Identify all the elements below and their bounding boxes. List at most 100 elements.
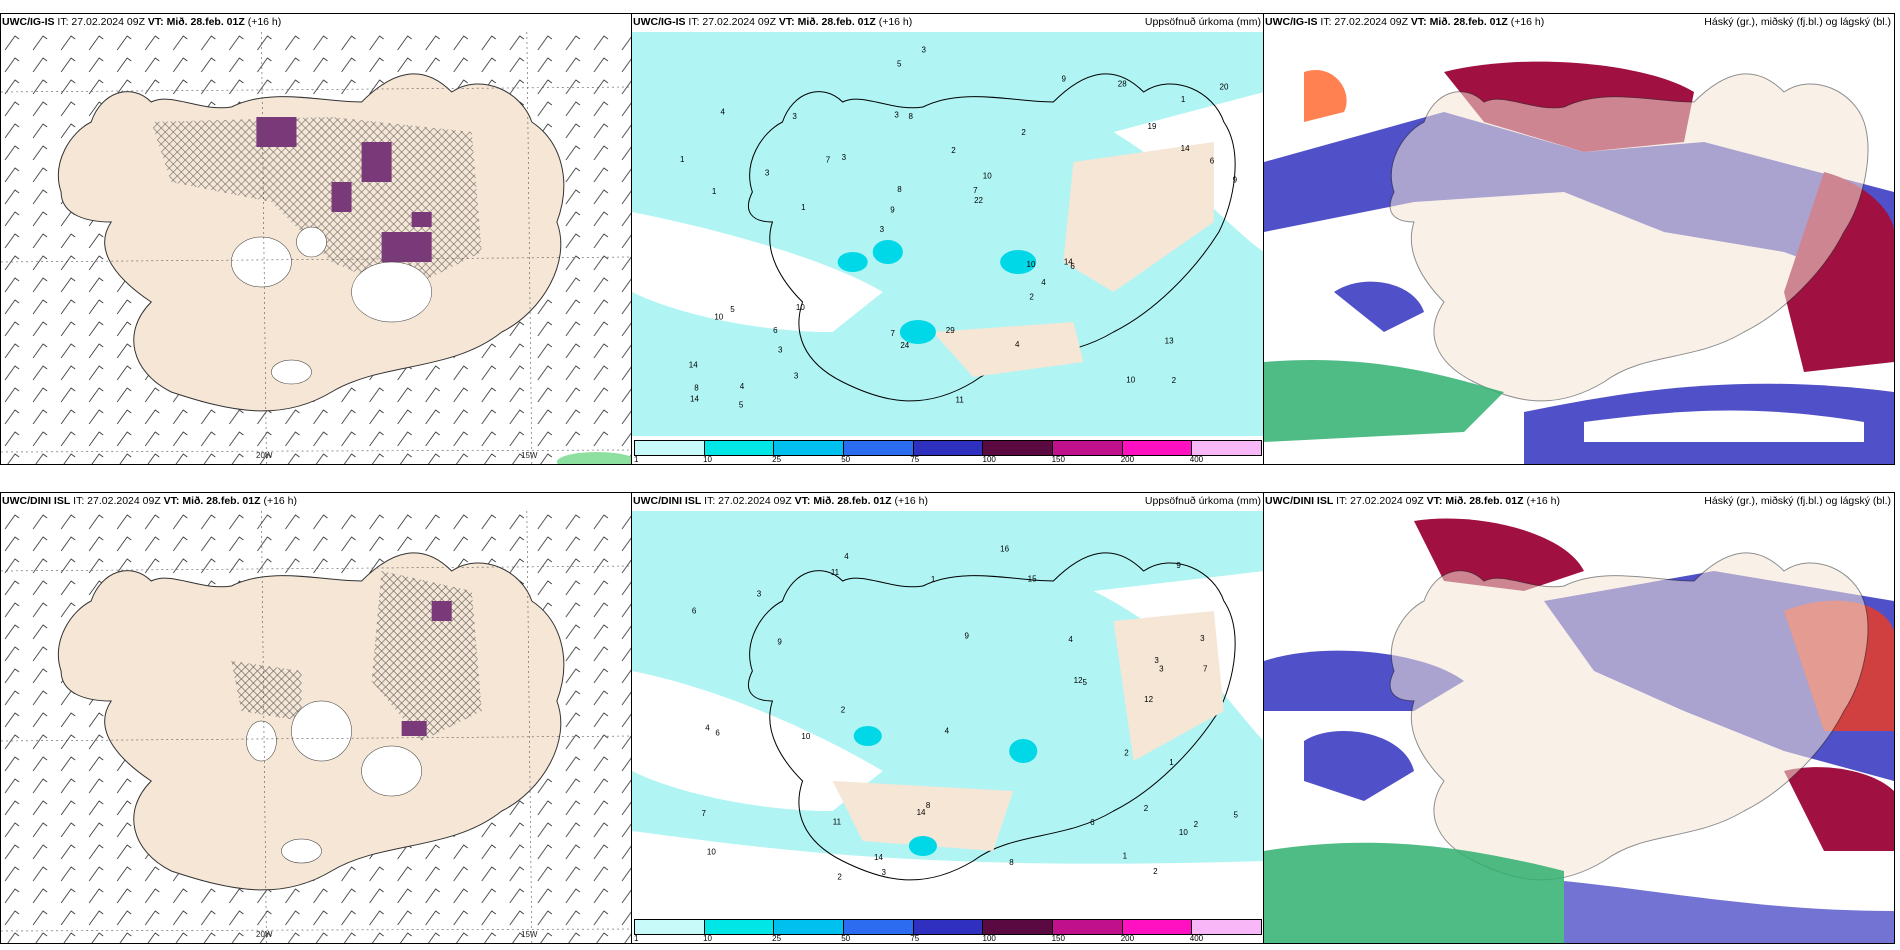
precip-amount-label: 7 [702, 809, 707, 818]
colorbar-tick: 75 [910, 934, 920, 943]
precip-amount-label: 3 [792, 112, 797, 121]
colorbar-cell [1192, 920, 1262, 934]
precip-amount-label: 10 [714, 313, 723, 322]
colorbar-tick: 150 [1051, 934, 1065, 943]
cloud-map [1264, 511, 1894, 943]
precip-amount-label: 29 [946, 326, 955, 335]
precip-amount-label: 6 [692, 607, 697, 616]
precip-amount-label: 3 [1154, 656, 1159, 665]
colorbar-tick: 25 [772, 455, 782, 464]
precip-amount-label: 3 [894, 111, 899, 120]
precip-maxima [837, 240, 1037, 344]
precip-amount-label: 11 [831, 568, 840, 577]
green-blob [556, 452, 632, 464]
colorbar-cell [913, 920, 984, 934]
colorbar-tick: 100 [982, 455, 996, 464]
precip-amount-label: 6 [1070, 262, 1075, 271]
precip-amount-label: 3 [922, 46, 927, 55]
precip-amount-label: 2 [1153, 867, 1158, 876]
panel-ig-precip: UWC/IG-IS IT: 27.02.2024 09Z VT: Mið. 28… [631, 13, 1265, 465]
panel-title: UWC/DINI ISL IT: 27.02.2024 09Z VT: Mið.… [2, 495, 298, 507]
precip-amount-label: 4 [1015, 340, 1020, 349]
panel-dini-precip: UWC/DINI ISL IT: 27.02.2024 09Z VT: Mið.… [631, 492, 1265, 944]
precip-amount-label: 9 [964, 632, 969, 641]
precip-amount-label: 4 [945, 727, 950, 736]
colorbar-cell [1122, 920, 1193, 934]
colorbar-tick: 10 [703, 455, 712, 464]
precip-amount-label: 10 [1126, 376, 1135, 385]
precip-amount-label: 22 [974, 196, 983, 205]
precip-amount-label: 4 [740, 382, 745, 391]
precip-amount-label: 3 [880, 225, 885, 234]
precip-amount-label: 2 [841, 706, 846, 715]
colorbar-cell [1053, 441, 1123, 455]
precip-map: 2 1 1 3 2 4 3 2 5 3 14 3 8 10 6 4 5 9 10 14 9 7 8 3 9 10 10 13 14 11 7… [632, 32, 1264, 436]
colorbar-cell [704, 920, 775, 934]
precip-amount-label: 2 [1021, 128, 1026, 137]
iceland-outline [747, 73, 1236, 402]
precip-amount-label: 2 [951, 146, 956, 155]
precip-amount-label: 11 [833, 818, 842, 827]
precip-amount-label: 8 [908, 112, 913, 121]
precip-amount-label: 2 [1144, 804, 1149, 813]
precip-amount-label: 10 [1179, 828, 1188, 837]
iceland-outline [747, 552, 1236, 881]
colorbar-tick: 150 [1051, 455, 1065, 464]
precip-amount-label: 1 [931, 575, 936, 584]
colorbar-cell [1053, 920, 1123, 934]
precip-amount-label: 7 [891, 329, 896, 338]
colorbar-cell [704, 441, 775, 455]
precip-amount-label: 11 [956, 396, 965, 405]
lon-label-15w: 15W [521, 930, 538, 939]
colorbar-cell [635, 441, 705, 455]
precip-amount-label: 1 [1181, 95, 1186, 104]
colorbar-cell [983, 441, 1054, 455]
colorbar-tick: 75 [910, 455, 920, 464]
precip-amount-label: 5 [739, 401, 744, 410]
precip-amount-label: 28 [1118, 79, 1127, 88]
precip-amount-label: 3 [842, 153, 847, 162]
precip-amount-label: 14 [1181, 144, 1190, 153]
precip-amount-label: 5 [730, 305, 735, 314]
precip-amount-label: 10 [707, 848, 716, 857]
precip-amount-label: 12 [1144, 695, 1153, 704]
cloud-map [1264, 32, 1894, 464]
iceland-land [1389, 552, 1869, 881]
precip-amount-label: 9 [890, 206, 895, 215]
panel-title: UWC/DINI ISL IT: 27.02.2024 09Z VT: Mið.… [633, 495, 929, 507]
precip-amount-label: 1 [680, 155, 685, 164]
precip-amount-label: 10 [796, 303, 805, 312]
snow-patches [256, 117, 432, 262]
precip-amount-label: 7 [826, 156, 831, 165]
panel-variable-title: Uppsöfnuð úrkoma (mm) [1144, 495, 1261, 507]
colorbar-tick: 400 [1189, 934, 1204, 943]
panel-title: UWC/IG-IS IT: 27.02.2024 09Z VT: Mið. 28… [2, 16, 282, 28]
colorbar-cell [774, 441, 845, 455]
lon-label-20w: 20W [256, 451, 273, 460]
precip-amount-label: 9 [1176, 561, 1181, 570]
precip-amount-label: 1 [712, 187, 717, 196]
precip-amount-label: 8 [694, 384, 699, 393]
precip-amount-label: 3 [794, 371, 799, 380]
colorbar-cell [913, 441, 984, 455]
precip-amount-label: 5 [897, 60, 902, 69]
lon-label-15w: 15W [521, 451, 538, 460]
precip-amount-label: 14 [1064, 258, 1073, 267]
colorbar-cell [635, 920, 705, 934]
precip-amount-label: 4 [844, 552, 849, 561]
precip-colorbar: 1 10 25 50 75 100 150 200 400 [632, 438, 1264, 464]
precip-amount-label: 13 [1165, 337, 1174, 346]
colorbar-cell [844, 441, 914, 455]
precip-amount-label: 14 [689, 360, 698, 369]
precip-amount-label: 8 [1009, 858, 1014, 867]
precip-amount-label: 2 [837, 873, 842, 882]
precip-amount-label: 2 [1172, 376, 1177, 385]
precip-amount-label: 4 [705, 724, 710, 733]
panel-variable-title: Háský (gr.), miðský (fj.bl.) og lágský (… [1704, 16, 1891, 28]
precip-amount-label: 8 [897, 185, 902, 194]
precip-amount-label: 10 [801, 732, 810, 741]
precip-amount-label: 10 [983, 172, 992, 181]
precip-amount-label: 3 [778, 345, 783, 354]
precip-amount-label: 24 [900, 341, 909, 350]
panel-title: UWC/DINI ISL IT: 27.02.2024 09Z VT: Mið.… [1265, 495, 1561, 507]
